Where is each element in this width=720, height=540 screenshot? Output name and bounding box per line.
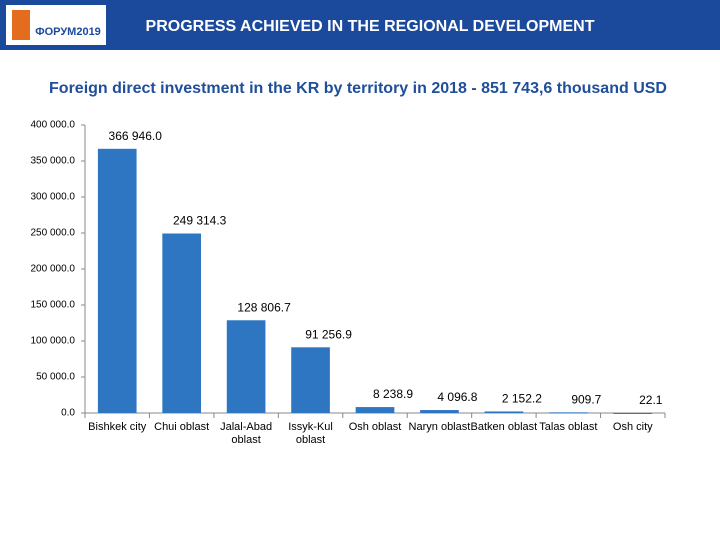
- x-tick-label: Issyk-Kul oblast: [288, 421, 333, 446]
- logo-icon: [12, 10, 30, 40]
- bar: [420, 410, 459, 413]
- logo-text: ФОРУМ2019: [35, 26, 101, 38]
- x-tick-label: Osh city: [612, 421, 653, 433]
- bar: [291, 347, 330, 413]
- x-tick-label: Talas oblast: [539, 421, 598, 433]
- value-label: 8 238.9: [373, 387, 413, 401]
- x-tick-label: Osh oblast: [348, 421, 402, 433]
- y-tick-label: 200 000.0: [31, 264, 76, 275]
- bar: [613, 412, 653, 414]
- bar: [162, 233, 201, 413]
- x-tick-label: Chui oblast: [154, 421, 210, 433]
- y-tick-label: 350 000.0: [31, 156, 76, 167]
- value-label: 22.1: [639, 393, 663, 407]
- y-tick-label: 150 000.0: [31, 300, 76, 311]
- value-label: 909.7: [571, 393, 601, 407]
- header-bar: [0, 0, 720, 50]
- bar: [226, 320, 266, 413]
- bar: [355, 407, 395, 413]
- y-tick-label: 0.0: [61, 408, 75, 419]
- bar: [484, 411, 524, 413]
- chart-title: Foreign direct investment in the KR by t…: [49, 80, 667, 97]
- value-label: 2 152.2: [502, 392, 542, 406]
- x-tick-label: Naryn oblast: [408, 421, 471, 433]
- x-tick-label: Jalal-Abad oblast: [220, 421, 273, 446]
- header-title: PROGRESS ACHIEVED IN THE REGIONAL DEVELO…: [146, 18, 595, 35]
- y-tick-label: 100 000.0: [31, 336, 76, 347]
- y-tick-label: 300 000.0: [31, 192, 76, 203]
- y-tick-label: 250 000.0: [31, 228, 76, 239]
- bar: [549, 412, 588, 414]
- bar: [97, 148, 137, 413]
- value-label: 366 946.0: [109, 129, 163, 143]
- y-tick-label: 50 000.0: [36, 372, 75, 383]
- value-label: 91 256.9: [305, 327, 352, 341]
- x-tick-label: Bishkek city: [88, 421, 147, 433]
- y-tick-label: 400 000.0: [31, 120, 76, 131]
- value-label: 249 314.3: [173, 214, 227, 228]
- value-label: 128 806.7: [237, 300, 291, 314]
- x-tick-label: Batken oblast: [470, 421, 538, 433]
- value-label: 4 096.8: [437, 390, 477, 404]
